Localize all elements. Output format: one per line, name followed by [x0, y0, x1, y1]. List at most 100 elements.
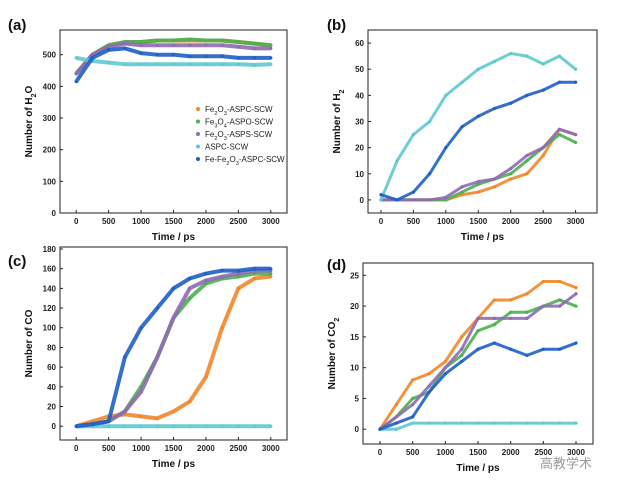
legend-marker — [196, 119, 200, 124]
data-point — [204, 375, 208, 379]
x-axis-label: Time / ps — [461, 232, 505, 243]
data-point — [541, 153, 545, 158]
data-point — [220, 424, 224, 428]
data-point — [541, 279, 545, 284]
y-tick-label: 400 — [43, 82, 57, 91]
data-point — [123, 46, 127, 50]
x-tick-label: 1500 — [469, 217, 487, 226]
data-point — [236, 286, 240, 290]
data-point — [188, 54, 192, 58]
data-point — [443, 421, 447, 425]
data-point — [443, 366, 447, 370]
data-point — [394, 402, 398, 407]
data-point — [379, 198, 383, 202]
data-point — [139, 51, 143, 55]
x-tick-label: 2000 — [197, 217, 215, 226]
data-point — [525, 153, 529, 158]
x-tick-label: 500 — [102, 444, 116, 453]
data-point — [220, 326, 224, 330]
data-point — [107, 424, 111, 428]
data-point — [171, 424, 176, 428]
data-point — [188, 62, 192, 66]
series-Fe-Fe2O3-ASPC-SCW — [74, 266, 273, 429]
data-point — [394, 421, 398, 425]
data-point — [509, 310, 513, 314]
plot-frame — [367, 29, 598, 214]
watermark: 高教学术 — [540, 456, 592, 471]
x-tick-label: 0 — [378, 448, 383, 457]
data-point — [460, 347, 464, 351]
data-point — [460, 335, 464, 339]
x-tick-label: 0 — [74, 444, 79, 453]
data-point — [541, 88, 545, 92]
y-tick-label: 60 — [355, 39, 364, 48]
data-point — [460, 353, 464, 357]
data-point — [476, 316, 480, 321]
plot-frame — [59, 29, 288, 214]
data-point — [123, 62, 127, 66]
data-point — [204, 271, 208, 276]
data-point — [574, 341, 578, 345]
data-point — [509, 101, 513, 105]
x-tick-label: 1000 — [132, 444, 150, 453]
series-line — [75, 268, 271, 429]
series-line — [75, 274, 272, 429]
data-point — [557, 54, 561, 58]
y-tick-label: 200 — [43, 146, 57, 155]
data-point — [74, 80, 78, 84]
series-Fe3O4-ASPO-SCW — [74, 271, 273, 429]
data-point — [236, 62, 240, 66]
data-point — [236, 424, 240, 428]
series-Fe2O3-ASPS-SCW — [378, 292, 578, 431]
x-axis-label: Time / ps — [152, 232, 196, 243]
x-tick-label: 3000 — [262, 217, 280, 226]
data-point — [427, 390, 431, 394]
series-Fe-Fe2O3-ASPC-SCW — [378, 341, 578, 431]
y-tick-label: 100 — [43, 177, 57, 186]
data-point — [492, 341, 496, 345]
data-point — [411, 402, 415, 407]
series-Fe2O3-ASPC-SCW — [74, 274, 273, 429]
y-tick-label: 50 — [355, 65, 364, 74]
data-point — [155, 43, 159, 47]
data-point — [509, 166, 513, 171]
data-point — [236, 45, 240, 49]
data-point — [476, 114, 480, 118]
data-point — [443, 359, 447, 364]
data-point — [220, 269, 224, 273]
series-Fe-Fe2O3-ASPC-SCW — [74, 46, 273, 84]
data-point — [541, 421, 545, 425]
data-point — [139, 62, 143, 66]
data-point — [525, 310, 529, 314]
data-point — [574, 292, 578, 296]
y-tick-label: 60 — [47, 363, 56, 372]
data-point — [492, 59, 497, 63]
data-point — [574, 421, 578, 425]
legend-label: Fe2O3-ASPC-SCW — [205, 105, 273, 117]
x-tick-label: 500 — [407, 217, 421, 226]
data-point — [204, 38, 208, 43]
data-point — [394, 415, 398, 419]
data-point — [492, 177, 497, 181]
data-point — [252, 276, 257, 281]
data-point — [171, 409, 176, 414]
data-point — [476, 180, 480, 184]
data-point — [155, 53, 159, 57]
data-point — [509, 172, 513, 176]
x-tick-label: 2000 — [502, 217, 520, 226]
y-tick-label: 40 — [47, 383, 56, 392]
y-tick-label: 10 — [350, 364, 359, 373]
data-point — [444, 198, 448, 202]
data-point — [204, 62, 208, 66]
x-tick-label: 2500 — [534, 217, 552, 226]
data-point — [460, 185, 464, 189]
data-point — [411, 198, 416, 202]
data-point — [155, 306, 159, 310]
data-point — [427, 384, 431, 388]
x-tick-label: 1500 — [165, 217, 183, 226]
x-tick-label: 3000 — [567, 448, 585, 457]
data-point — [188, 296, 192, 300]
data-point — [460, 190, 464, 194]
data-point — [509, 177, 513, 181]
